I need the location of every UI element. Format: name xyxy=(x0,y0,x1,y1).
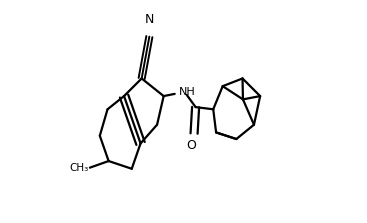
Text: CH₃: CH₃ xyxy=(69,163,88,173)
Text: O: O xyxy=(186,139,196,152)
Text: N: N xyxy=(145,13,154,26)
Text: NH: NH xyxy=(179,87,196,97)
